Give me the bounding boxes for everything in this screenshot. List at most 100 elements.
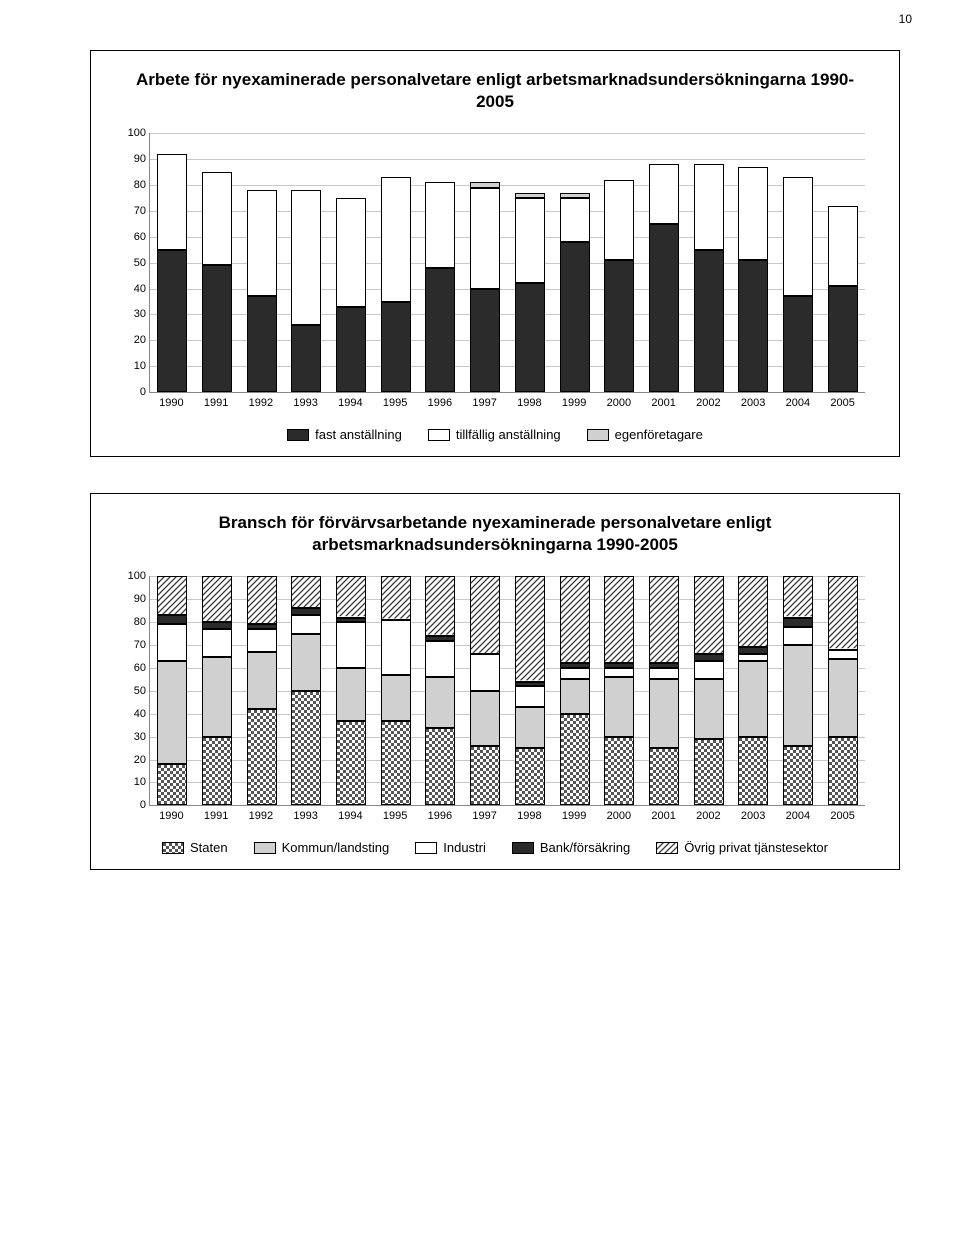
bar-2005	[828, 133, 858, 392]
bar-1999	[560, 576, 590, 805]
xtick-label: 1990	[156, 397, 186, 409]
xtick-label: 1999	[559, 810, 589, 822]
bar-1994	[336, 576, 366, 805]
xtick-label: 1994	[335, 397, 365, 409]
bar-segment	[515, 748, 545, 805]
bar-segment	[157, 764, 187, 805]
bar-1998	[515, 133, 545, 392]
bar-segment	[694, 576, 724, 654]
bar-segment	[157, 154, 187, 250]
legend-label: fast anställning	[315, 427, 402, 442]
bar-1990	[157, 133, 187, 392]
chart-1-plot: 0102030405060708090100	[149, 133, 865, 393]
legend-swatch	[287, 429, 309, 441]
bar-segment	[738, 661, 768, 737]
xtick-label: 2003	[738, 810, 768, 822]
legend-item: Kommun/landsting	[254, 840, 390, 855]
bar-segment	[336, 668, 366, 721]
bar-segment	[470, 654, 500, 691]
bar-1995	[381, 133, 411, 392]
ytick-label: 100	[122, 570, 146, 582]
bar-segment	[202, 576, 232, 622]
bar-segment	[560, 242, 590, 392]
bar-segment	[202, 265, 232, 392]
xtick-label: 2000	[604, 810, 634, 822]
bar-segment	[560, 576, 590, 663]
ytick-label: 10	[122, 776, 146, 788]
xtick-label: 2002	[693, 810, 723, 822]
bar-segment	[425, 641, 455, 678]
xtick-label: 1991	[201, 397, 231, 409]
bar-segment	[783, 746, 813, 806]
bar-segment	[336, 576, 366, 617]
legend-swatch	[656, 842, 678, 854]
bar-segment	[291, 615, 321, 633]
bar-segment	[828, 659, 858, 737]
bar-segment	[157, 576, 187, 615]
bar-segment	[604, 260, 634, 392]
bar-segment	[470, 746, 500, 806]
bar-segment	[694, 661, 724, 679]
bar-segment	[694, 679, 724, 739]
page-number: 10	[0, 0, 960, 26]
bar-segment	[515, 283, 545, 392]
bar-segment	[828, 286, 858, 392]
bar-segment	[560, 679, 590, 713]
bar-segment	[649, 679, 679, 748]
legend-label: Industri	[443, 840, 486, 855]
bar-segment	[560, 668, 590, 679]
xtick-label: 1998	[514, 810, 544, 822]
ytick-label: 90	[122, 593, 146, 605]
bar-1997	[470, 133, 500, 392]
legend-swatch	[428, 429, 450, 441]
ytick-label: 30	[122, 308, 146, 320]
bar-2004	[783, 133, 813, 392]
bar-segment	[202, 737, 232, 806]
bar-segment	[470, 289, 500, 393]
legend-item: Bank/försäkring	[512, 840, 630, 855]
bar-segment	[649, 668, 679, 679]
bar-segment	[604, 668, 634, 677]
bar-2001	[649, 576, 679, 805]
bar-segment	[828, 206, 858, 286]
bar-segment	[515, 198, 545, 283]
bar-segment	[157, 615, 187, 624]
bar-segment	[425, 268, 455, 392]
legend-item: egenföretagare	[587, 427, 703, 442]
bar-segment	[336, 721, 366, 806]
bar-segment	[425, 677, 455, 727]
ytick-label: 20	[122, 754, 146, 766]
bar-segment	[738, 576, 768, 647]
bar-segment	[336, 198, 366, 307]
bar-segment	[604, 180, 634, 260]
ytick-label: 40	[122, 708, 146, 720]
bar-segment	[515, 576, 545, 681]
chart-2-legend: StatenKommun/landstingIndustriBank/försä…	[121, 840, 869, 855]
xtick-label: 1996	[425, 810, 455, 822]
legend-item: tillfällig anställning	[428, 427, 561, 442]
legend-swatch	[162, 842, 184, 854]
bar-segment	[470, 691, 500, 746]
xtick-label: 2001	[649, 810, 679, 822]
bar-2004	[783, 576, 813, 805]
xtick-label: 1993	[291, 810, 321, 822]
bar-2002	[694, 576, 724, 805]
xtick-label: 2000	[604, 397, 634, 409]
bar-segment	[738, 647, 768, 654]
bar-1992	[247, 133, 277, 392]
legend-swatch	[254, 842, 276, 854]
bar-segment	[694, 250, 724, 392]
ytick-label: 80	[122, 179, 146, 191]
bar-segment	[381, 302, 411, 393]
ytick-label: 70	[122, 639, 146, 651]
bar-segment	[381, 721, 411, 806]
ytick-label: 50	[122, 257, 146, 269]
ytick-label: 30	[122, 731, 146, 743]
bar-segment	[381, 177, 411, 301]
bar-segment	[381, 576, 411, 620]
xtick-label: 2003	[738, 397, 768, 409]
ytick-label: 100	[122, 127, 146, 139]
bar-segment	[649, 748, 679, 805]
xtick-label: 1992	[246, 810, 276, 822]
bar-2005	[828, 576, 858, 805]
